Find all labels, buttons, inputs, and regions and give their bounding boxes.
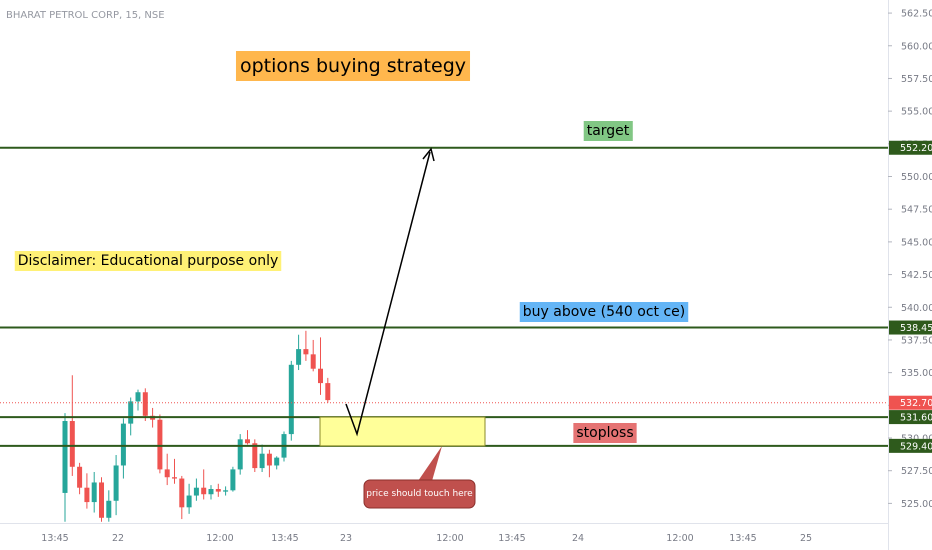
title-label[interactable]: options buying strategy [235, 51, 471, 81]
price-line-badge [889, 140, 932, 155]
candle-body [303, 349, 309, 355]
x-tick-label: 24 [572, 533, 584, 544]
candle-body [142, 392, 148, 416]
candle-body [193, 487, 199, 496]
x-tick-label: 23 [340, 533, 352, 544]
candle-body [245, 439, 250, 444]
candle-body [84, 487, 90, 503]
disclaimer-label-background [14, 251, 282, 271]
y-tick-label: 547.50 [901, 205, 932, 216]
candle-body [259, 453, 265, 469]
callout-pointer [418, 446, 442, 481]
price-line-badge-label: 529.40 [900, 441, 932, 452]
y-tick-label: 545.00 [901, 237, 932, 248]
candle-body [325, 383, 331, 401]
x-tick-label: 22 [112, 533, 124, 544]
candle-body [157, 419, 163, 470]
title-label-background [235, 51, 471, 81]
y-tick-label: 555.00 [901, 107, 932, 118]
price-line-badge-label: 538.45 [900, 323, 932, 334]
candle-body [113, 465, 119, 501]
candle-body [128, 401, 134, 424]
y-tick-label: 540.00 [901, 303, 932, 314]
last-price-badge [889, 395, 932, 410]
candle-body [186, 495, 192, 508]
y-tick-label: 527.50 [901, 466, 932, 477]
x-tick-label: 13:45 [41, 533, 68, 544]
entry-zone-rectangle[interactable] [319, 416, 486, 447]
y-tick-label: 525.00 [901, 499, 932, 510]
annotation-layer: options buying strategy target Disclaimer:… [14, 51, 689, 509]
candle-body [135, 392, 141, 402]
x-tick-label: 12:00 [436, 533, 463, 544]
target-label-background [583, 121, 633, 141]
buy-above-label-background [519, 302, 689, 322]
disclaimer-label[interactable]: Disclaimer: Educational purpose only [14, 251, 282, 271]
candle-body [266, 453, 272, 466]
candle-body [288, 364, 294, 435]
candle-body [172, 477, 177, 479]
x-tick-label: 13:45 [729, 533, 756, 544]
candle-body [310, 354, 316, 369]
time-axis[interactable]: 13:45 22 12:00 13:45 23 12:00 13:45 24 12:00 13:4… [41, 533, 812, 544]
candle-body [62, 421, 68, 493]
price-line-badge-label: 552.20 [900, 143, 932, 154]
y-tick-label: 537.50 [901, 335, 932, 346]
x-tick-label: 12:00 [666, 533, 693, 544]
x-tick-label: 25 [800, 533, 812, 544]
x-tick-label: 13:45 [271, 533, 298, 544]
candle-body [208, 489, 214, 495]
target-label-text: target [587, 123, 630, 139]
stoploss-label-background [573, 423, 637, 443]
candle-body [179, 478, 185, 508]
arrow-head-icon [422, 147, 435, 162]
stoploss-label-text: stoploss [576, 425, 633, 441]
callout-text: price should touch here [366, 489, 473, 499]
stoploss-label[interactable]: stoploss [573, 423, 637, 443]
candle-body [77, 466, 83, 488]
price-line-badge-label: 531.60 [900, 413, 932, 424]
title-label-text: options buying strategy [240, 55, 466, 77]
x-tick-label: 12:00 [206, 533, 233, 544]
x-tick-label: 13:45 [498, 533, 525, 544]
projection-path[interactable] [345, 151, 431, 437]
candle-body [274, 457, 280, 466]
candle-body [223, 490, 229, 492]
candle-body [164, 469, 170, 478]
target-label[interactable]: target [583, 121, 633, 141]
price-line-badge [889, 320, 932, 335]
callout-box [363, 479, 476, 509]
candle-body [106, 500, 112, 518]
candle-body [237, 439, 243, 470]
candle-body [318, 368, 323, 384]
buy-above-label-text: buy above (540 oct ce) [523, 304, 685, 320]
price-line-badge [889, 410, 932, 425]
candle-body [215, 489, 221, 492]
candle-body [91, 482, 97, 503]
candle-body [99, 482, 104, 518]
y-tick-label: 550.00 [901, 172, 932, 183]
y-tick-label: 557.50 [901, 74, 932, 85]
candle-body [296, 349, 302, 365]
candle-body [252, 443, 258, 469]
callout-bubble[interactable]: price should touch here [363, 446, 476, 509]
y-tick-label: 560.00 [901, 41, 932, 52]
candle-body [201, 487, 207, 495]
disclaimer-label-text: Disclaimer: Educational purpose only [18, 253, 279, 269]
price-axis[interactable]: 562.50560.00557.50555.00552.50550.00547.… [888, 9, 932, 510]
buy-above-label[interactable]: buy above (540 oct ce) [519, 302, 689, 322]
candle-body [69, 421, 75, 467]
price-line-badge [889, 438, 932, 453]
y-tick-label: 562.50 [901, 9, 932, 20]
candle-body [120, 423, 126, 466]
candle-body [230, 469, 236, 491]
last-price-badge-label: 532.70 [900, 398, 932, 409]
y-tick-label: 535.00 [901, 368, 932, 379]
y-tick-label: 542.50 [901, 270, 932, 281]
symbol-header: BHARAT PETROL CORP, 15, NSE [6, 10, 165, 21]
